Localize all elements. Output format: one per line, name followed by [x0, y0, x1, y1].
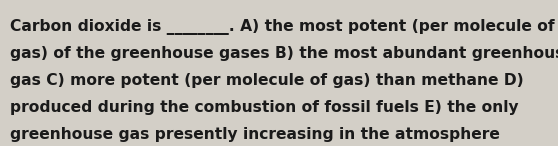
- Text: gas C) more potent (per molecule of gas) than methane D): gas C) more potent (per molecule of gas)…: [10, 73, 524, 88]
- Text: greenhouse gas presently increasing in the atmosphere: greenhouse gas presently increasing in t…: [10, 127, 500, 142]
- Text: gas) of the greenhouse gases B) the most abundant greenhouse: gas) of the greenhouse gases B) the most…: [10, 46, 558, 61]
- Text: produced during the combustion of fossil fuels E) the only: produced during the combustion of fossil…: [10, 100, 519, 115]
- Text: Carbon dioxide is ________. A) the most potent (per molecule of: Carbon dioxide is ________. A) the most …: [10, 19, 555, 35]
